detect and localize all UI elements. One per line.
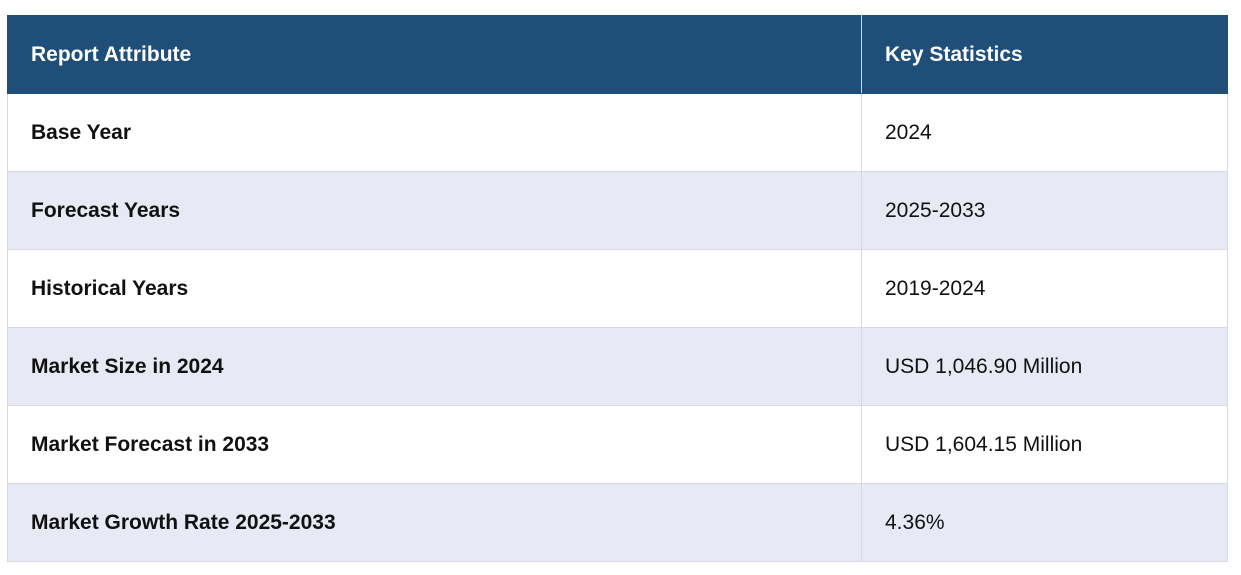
row-value: USD 1,604.15 Million xyxy=(861,405,1228,484)
table-row: Market Growth Rate 2025-2033 4.36% xyxy=(7,483,1228,562)
row-attribute: Base Year xyxy=(7,93,862,172)
table-header-row: Report Attribute Key Statistics xyxy=(7,15,1228,94)
row-value: 2019-2024 xyxy=(861,249,1228,328)
row-attribute: Market Growth Rate 2025-2033 xyxy=(7,483,862,562)
row-attribute: Market Size in 2024 xyxy=(7,327,862,406)
table-row: Market Forecast in 2033 USD 1,604.15 Mil… xyxy=(7,405,1228,484)
row-attribute: Market Forecast in 2033 xyxy=(7,405,862,484)
header-key-statistics: Key Statistics xyxy=(861,15,1228,94)
report-table-container: Report Attribute Key Statistics Base Yea… xyxy=(7,15,1228,562)
table-row: Forecast Years 2025-2033 xyxy=(7,171,1228,250)
table-row: Historical Years 2019-2024 xyxy=(7,249,1228,328)
row-attribute: Forecast Years xyxy=(7,171,862,250)
row-value: 4.36% xyxy=(861,483,1228,562)
report-attributes-table: Report Attribute Key Statistics Base Yea… xyxy=(7,15,1228,562)
row-value: 2024 xyxy=(861,93,1228,172)
row-attribute: Historical Years xyxy=(7,249,862,328)
table-row: Market Size in 2024 USD 1,046.90 Million xyxy=(7,327,1228,406)
row-value: USD 1,046.90 Million xyxy=(861,327,1228,406)
table-row: Base Year 2024 xyxy=(7,93,1228,172)
header-report-attribute: Report Attribute xyxy=(7,15,862,94)
row-value: 2025-2033 xyxy=(861,171,1228,250)
